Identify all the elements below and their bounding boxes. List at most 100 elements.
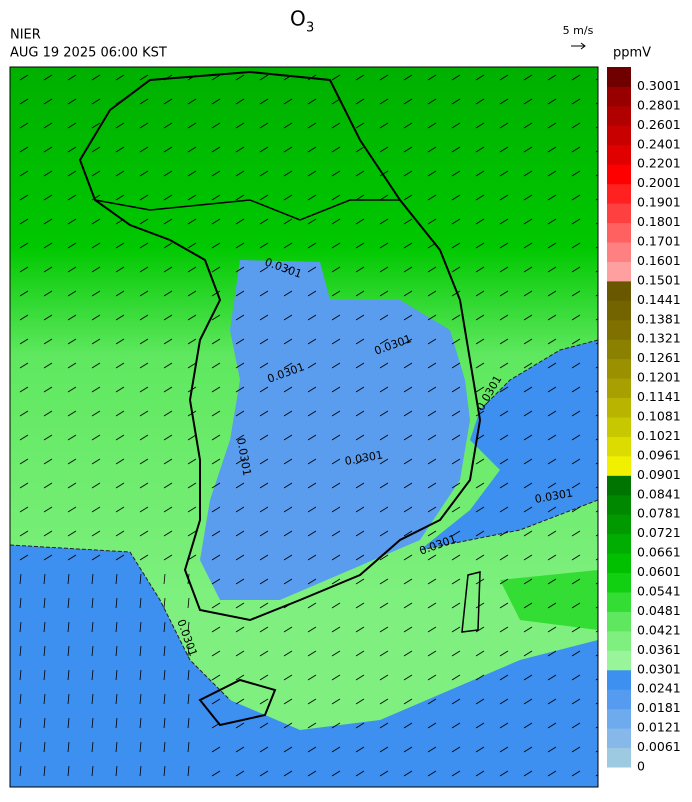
wind-arrow — [331, 650, 341, 657]
wind-arrow — [427, 338, 437, 345]
wind-arrow — [427, 530, 437, 537]
wind-arrow — [19, 410, 29, 417]
wind-arrow — [91, 530, 101, 537]
colorbar-segment — [607, 475, 631, 496]
wind-arrow — [427, 74, 437, 81]
wind-arrow — [379, 290, 389, 297]
wind-arrow — [19, 290, 29, 297]
wind-arrow — [499, 458, 509, 465]
wind-arrow — [595, 702, 598, 705]
wind-arrow — [211, 194, 221, 201]
wind-arrow — [235, 746, 245, 753]
wind-arrow — [187, 266, 197, 273]
coastline — [78, 70, 482, 622]
map — [10, 67, 598, 787]
wind-arrow — [547, 194, 557, 201]
wind-arrow — [67, 741, 70, 753]
wind-arrow — [187, 693, 190, 705]
wind-arrow — [67, 314, 77, 321]
wind-arrow — [595, 606, 598, 609]
wind-arrow — [283, 266, 293, 273]
wind-arrow — [427, 170, 437, 177]
wind-arrow — [547, 506, 557, 513]
wind-arrow — [115, 218, 125, 225]
wind-arrow — [475, 458, 485, 465]
wind-arrow — [595, 678, 598, 681]
wind-arrow — [163, 693, 166, 705]
wind-arrow — [403, 266, 413, 273]
wind-arrow — [499, 122, 509, 129]
wind-arrow — [403, 626, 413, 633]
wind-arrow — [451, 482, 461, 489]
wind-arrow — [355, 626, 365, 633]
wind-arrow — [43, 386, 53, 393]
wind-arrow — [331, 242, 341, 249]
wind-arrow — [91, 669, 94, 681]
wind-arrow — [379, 506, 389, 513]
wind-arrow — [499, 194, 509, 201]
wind-arrow — [19, 530, 29, 537]
wind-arrow — [235, 146, 245, 153]
wind-arrow — [523, 74, 533, 81]
wind-arrow — [595, 102, 598, 105]
wind-arrow — [331, 722, 341, 729]
wind-arrow — [259, 98, 269, 105]
wind-arrow — [19, 741, 22, 753]
wind-arrow — [595, 630, 598, 633]
wind-arrow — [211, 74, 221, 81]
wind-arrow — [331, 314, 341, 321]
wind-arrow — [475, 410, 485, 417]
wind-arrow — [307, 506, 317, 513]
wind-arrow — [43, 98, 53, 105]
wind-arrow — [283, 458, 293, 465]
wind-arrow — [547, 458, 557, 465]
wind-arrow — [499, 698, 509, 705]
wind-arrow — [427, 602, 437, 609]
wind-arrow — [235, 434, 245, 441]
wind-arrow — [523, 266, 533, 273]
wind-arrow — [379, 674, 389, 681]
wind-arrow — [499, 314, 509, 321]
wind-arrow — [139, 314, 149, 321]
wind-arrow — [331, 482, 341, 489]
wind-arrow — [499, 602, 509, 609]
wind-arrow — [259, 218, 269, 225]
wind-arrow — [547, 386, 557, 393]
wind-arrow — [163, 194, 173, 201]
wind-arrow — [19, 554, 29, 561]
wind-arrow — [139, 146, 149, 153]
colorbar-segment — [607, 494, 631, 515]
wind-arrow — [19, 218, 29, 225]
wind-arrow — [451, 506, 461, 513]
wind-arrow — [43, 741, 46, 753]
wind-arrow — [283, 578, 293, 585]
wind-arrow — [115, 573, 118, 585]
wind-arrow — [211, 146, 221, 153]
wind-arrow — [307, 578, 317, 585]
wind-arrow — [595, 486, 598, 489]
wind-arrow — [283, 626, 293, 633]
wind-arrow — [19, 122, 29, 129]
wind-arrow — [67, 338, 77, 345]
wind-arrow — [355, 770, 365, 777]
wind-arrow — [91, 266, 101, 273]
wind-arrow — [259, 722, 269, 729]
wind-arrow — [379, 554, 389, 561]
wind-arrow — [427, 386, 437, 393]
wind-arrow — [523, 410, 533, 417]
wind-arrow — [283, 698, 293, 705]
wind-arrow — [499, 386, 509, 393]
wind-arrow — [475, 746, 485, 753]
wind-arrow — [547, 722, 557, 729]
colorbar-label: 0.0541 — [637, 584, 681, 599]
colorbar-label: 0.0601 — [637, 564, 681, 579]
wind-arrow — [427, 362, 437, 369]
wind-arrow — [211, 362, 221, 369]
wind-arrow — [355, 146, 365, 153]
colorbar-label: 0.1261 — [637, 350, 681, 365]
colorbar-segment — [607, 125, 631, 146]
wind-arrow — [571, 698, 581, 705]
wind-arrow — [451, 410, 461, 417]
wind-arrow — [115, 717, 118, 729]
wind-arrow — [211, 458, 221, 465]
